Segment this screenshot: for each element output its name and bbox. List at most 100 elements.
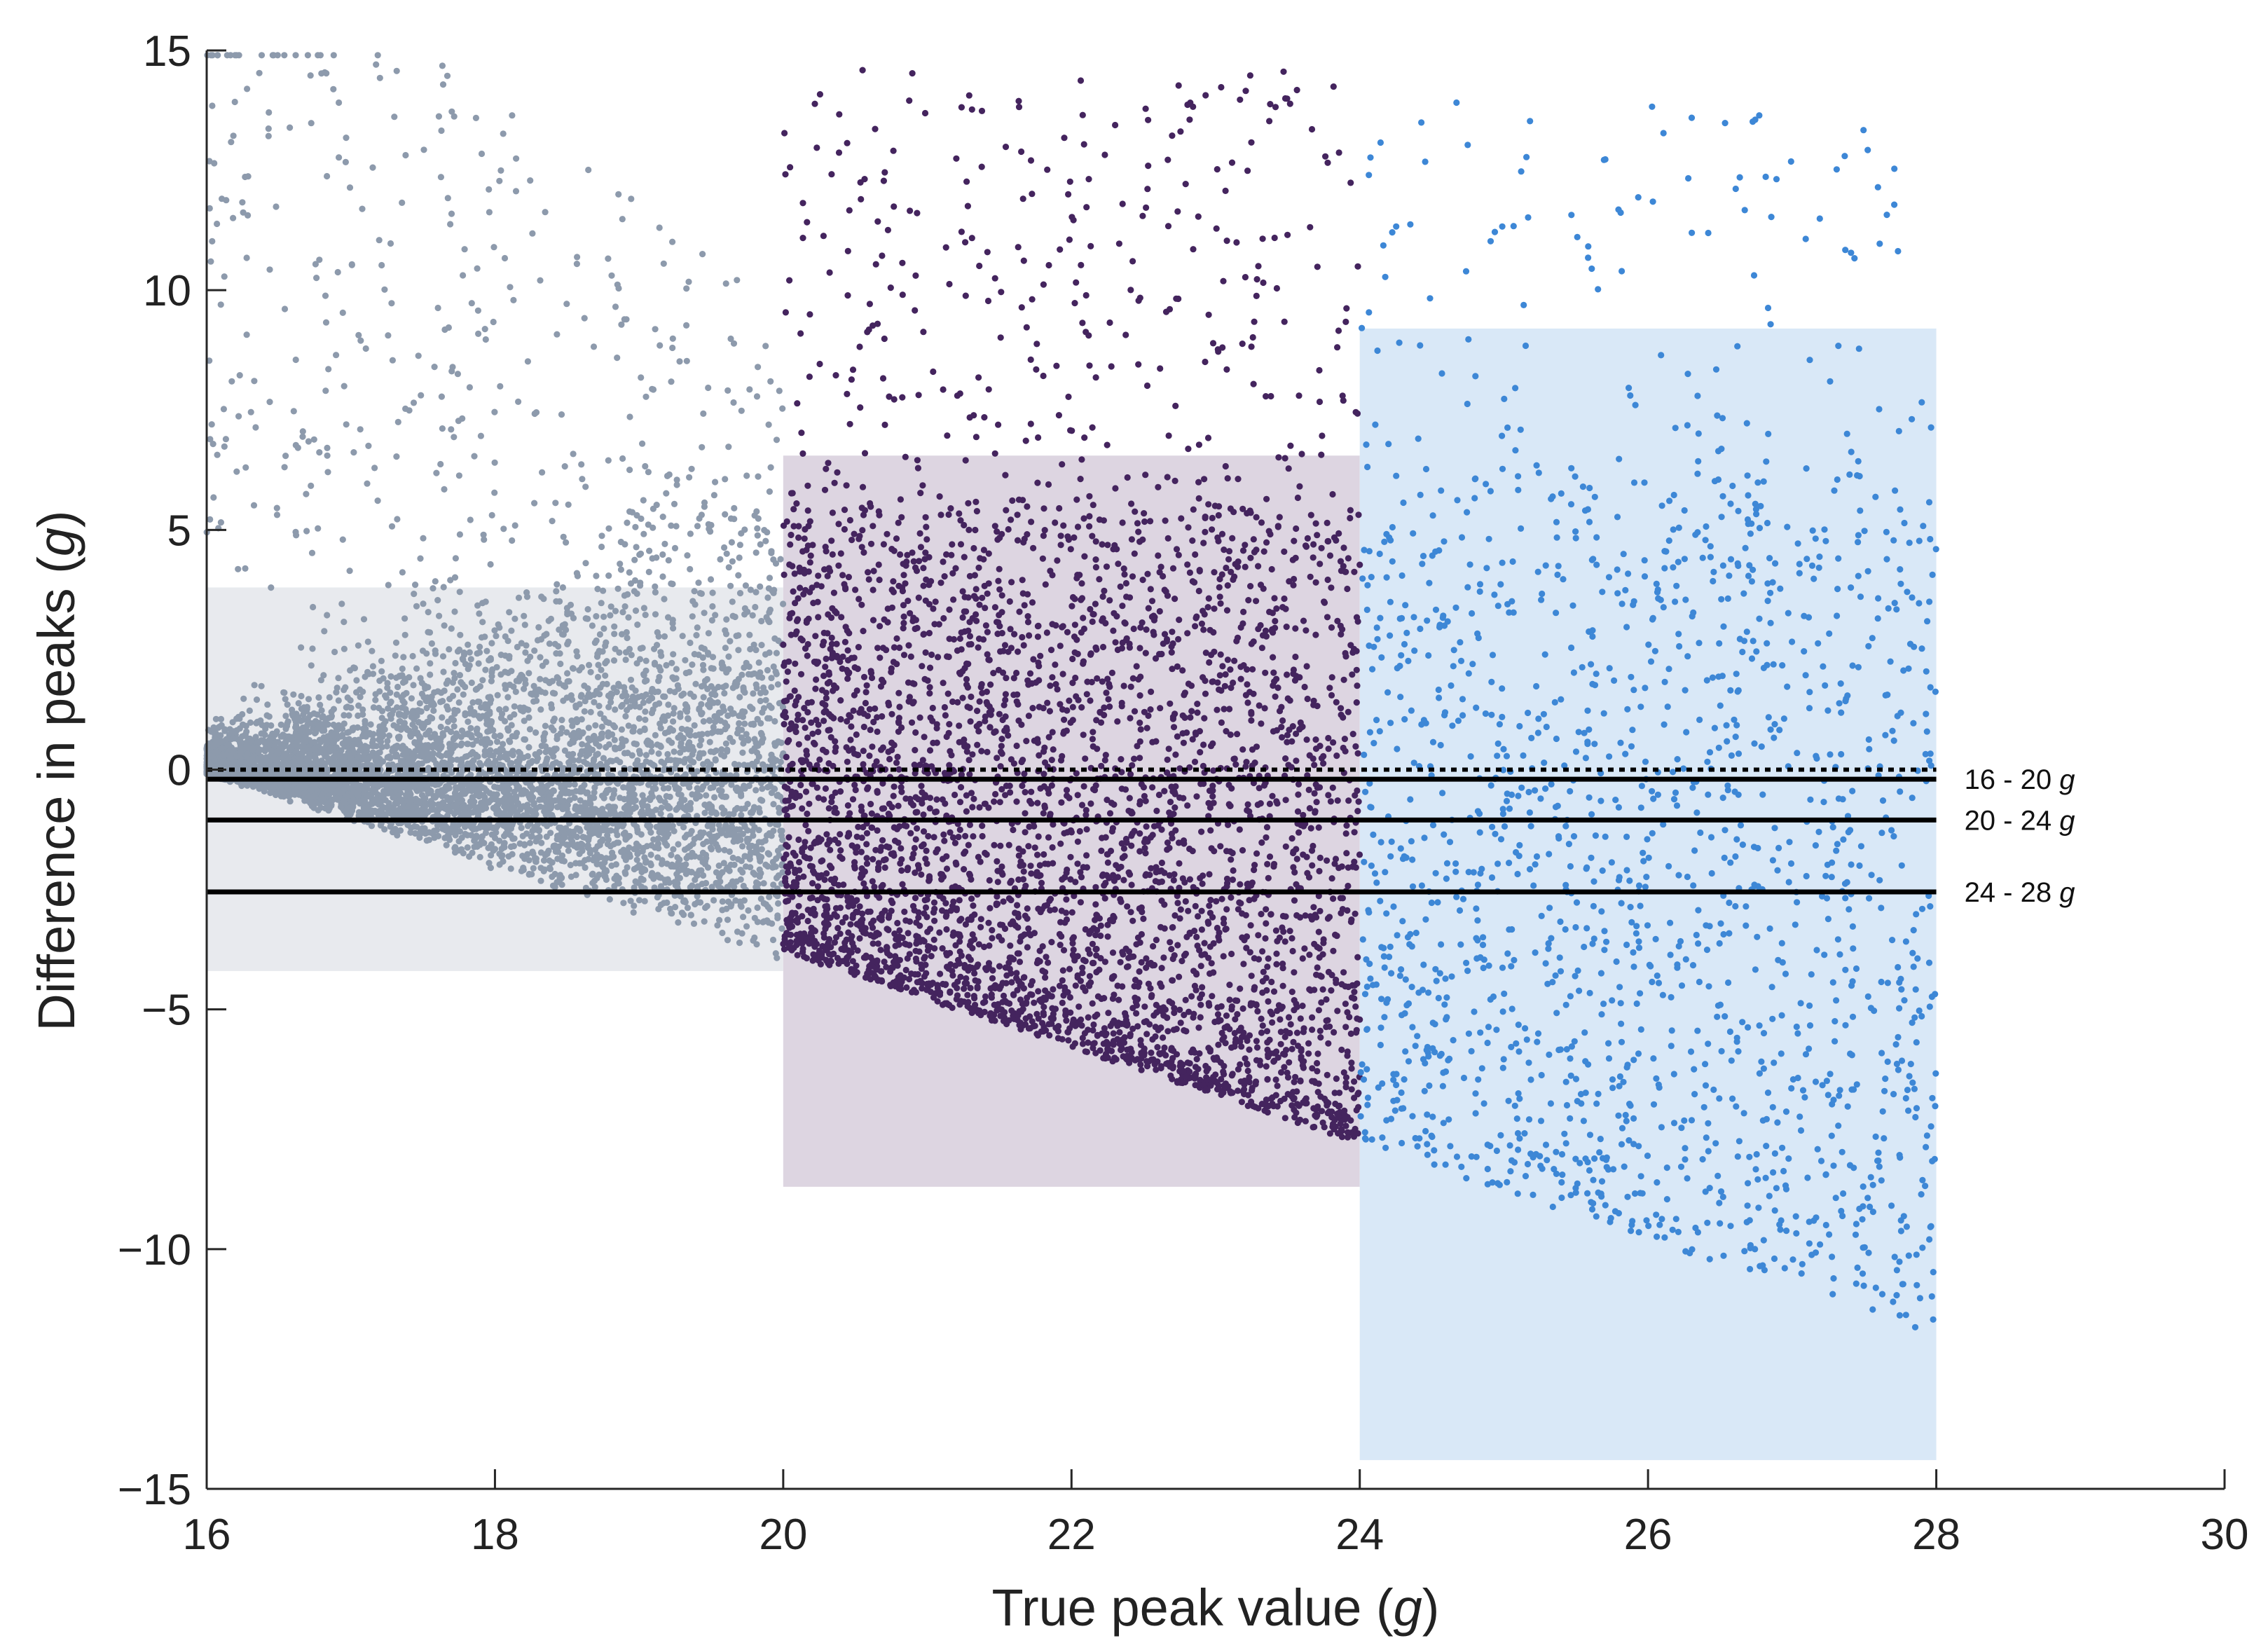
data-point: [746, 386, 753, 393]
data-point: [522, 680, 529, 687]
data-point: [444, 72, 451, 79]
data-point: [456, 828, 464, 835]
data-point: [494, 738, 501, 745]
data-point: [457, 631, 464, 638]
data-point: [374, 497, 381, 504]
data-point: [671, 827, 678, 834]
data-point: [415, 352, 422, 359]
data-point: [357, 337, 364, 344]
data-point: [472, 114, 480, 121]
data-point: [700, 410, 707, 418]
data-point: [631, 846, 638, 853]
data-point: [663, 661, 670, 669]
data-point: [431, 364, 438, 371]
data-point: [772, 950, 779, 957]
data-point: [466, 649, 473, 656]
data-point: [478, 704, 485, 711]
data-point: [401, 678, 408, 685]
data-point: [618, 848, 625, 855]
data-point: [480, 531, 487, 538]
data-point: [209, 102, 216, 109]
data-point: [766, 488, 773, 495]
data-point: [467, 516, 474, 523]
data-point: [598, 543, 605, 551]
data-point: [364, 668, 371, 675]
data-point: [355, 642, 362, 649]
data-point: [600, 587, 607, 594]
data-point: [702, 904, 709, 912]
data-point: [333, 352, 340, 359]
data-point: [707, 785, 714, 792]
data-point: [221, 273, 228, 280]
data-point: [636, 551, 643, 558]
data-point: [652, 326, 659, 333]
data-point: [284, 701, 291, 708]
data-point: [736, 542, 743, 549]
data-point: [474, 699, 481, 706]
data-point: [611, 631, 618, 638]
data-point: [513, 781, 520, 788]
data-point: [456, 646, 463, 654]
data-point: [546, 640, 554, 647]
data-point: [739, 843, 746, 850]
data-point: [692, 601, 699, 608]
data-point: [394, 516, 401, 523]
data-point: [581, 315, 588, 322]
data-point: [708, 665, 715, 672]
data-point: [757, 583, 764, 590]
data-point: [263, 722, 270, 729]
data-point: [256, 69, 263, 76]
data-point: [762, 537, 769, 544]
data-point: [582, 560, 589, 567]
data-point: [512, 188, 520, 195]
data-point: [537, 877, 544, 884]
data-point: [626, 413, 633, 420]
data-point: [768, 684, 775, 691]
data-point: [510, 296, 517, 303]
data-point: [636, 750, 644, 757]
data-point: [746, 631, 753, 638]
data-point: [522, 649, 529, 656]
data-point: [282, 713, 289, 720]
data-point: [312, 261, 319, 268]
data-point: [474, 307, 482, 314]
data-point: [466, 384, 474, 391]
data-point: [646, 547, 653, 554]
data-point: [455, 809, 462, 816]
data-point: [752, 787, 760, 794]
data-point: [273, 511, 281, 518]
data-point: [687, 530, 694, 537]
data-point: [488, 831, 495, 838]
data-point: [432, 792, 439, 799]
data-point: [369, 671, 377, 678]
data-point: [652, 583, 659, 590]
data-point: [244, 85, 251, 92]
data-point: [346, 568, 353, 575]
data-point: [321, 628, 328, 635]
data-point: [515, 748, 523, 755]
data-point: [633, 660, 640, 667]
data-point: [743, 472, 750, 479]
data-point: [617, 566, 625, 573]
data-point: [620, 900, 627, 907]
data-point: [683, 832, 691, 839]
data-point: [518, 671, 525, 679]
data-point: [542, 748, 549, 755]
data-point: [420, 600, 427, 607]
data-point: [401, 615, 408, 622]
data-point: [474, 650, 481, 657]
data-point: [687, 757, 694, 764]
data-point: [258, 52, 266, 59]
data-point: [729, 558, 736, 565]
data-point: [640, 530, 647, 537]
data-point: [475, 713, 482, 720]
data-point: [593, 874, 600, 881]
data-point: [545, 617, 552, 624]
data-point: [508, 668, 515, 675]
data-point: [496, 177, 503, 184]
data-point: [242, 173, 249, 181]
data-point: [350, 449, 357, 456]
data-point: [734, 277, 741, 284]
data-point: [587, 708, 594, 716]
